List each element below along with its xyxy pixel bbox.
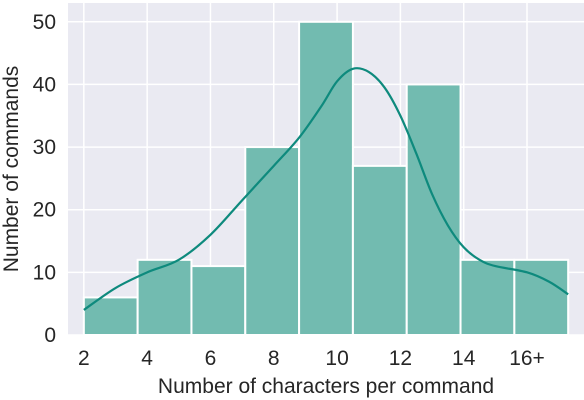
x-tick-label: 10: [325, 347, 348, 370]
x-tick-label: 12: [389, 347, 412, 370]
y-tick-label: 50: [33, 11, 56, 34]
histogram-bar: [136, 258, 193, 337]
y-axis-label: Number of commands: [0, 66, 23, 273]
y-tick-labels: 0 10 20 30 40 50: [33, 11, 56, 347]
y-tick-label: 10: [33, 261, 56, 284]
y-tick-label: 30: [33, 136, 56, 159]
y-tick-label: 40: [33, 73, 56, 96]
x-tick-label: 6: [205, 347, 217, 370]
histogram-bar: [405, 83, 462, 336]
x-tick-label: 14: [452, 347, 476, 370]
histogram-bar: [244, 146, 301, 336]
y-tick-label: 0: [44, 324, 56, 347]
histogram-bar: [298, 20, 354, 337]
x-tick-label: 2: [78, 347, 90, 370]
histogram-bar: [351, 164, 408, 336]
x-tick-label: 8: [268, 347, 280, 370]
histogram-bar: [82, 296, 139, 337]
y-tick-label: 20: [33, 199, 56, 222]
histogram-bar: [459, 258, 516, 337]
x-axis-label: Number of characters per command: [158, 375, 494, 398]
kde-curve: [83, 67, 569, 311]
x-tick-label: 16+: [509, 347, 545, 370]
x-tick-labels: 2 4 6 8 10 12 14 16+: [78, 347, 545, 370]
histogram-bar: [190, 265, 247, 336]
x-tick-label: 4: [141, 347, 153, 370]
